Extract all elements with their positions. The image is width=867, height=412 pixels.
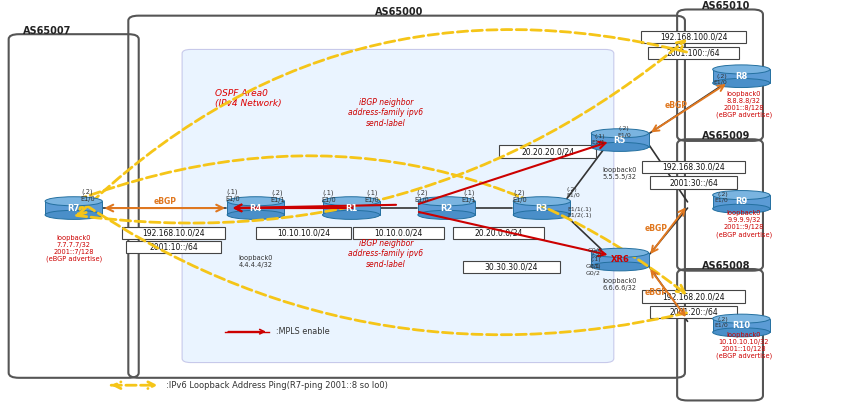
Text: (.1)
E1/0: (.1) E1/0 [321,190,336,203]
Text: 20.20.20.0/24: 20.20.20.0/24 [521,147,575,156]
Ellipse shape [591,129,649,138]
Text: R10: R10 [733,321,750,330]
Text: (.1)
E1/0: (.1) E1/0 [225,189,240,202]
Text: R7: R7 [68,204,80,213]
Text: AS65000: AS65000 [375,7,423,17]
Ellipse shape [418,210,475,220]
Text: (.2)
E1/0: (.2) E1/0 [617,126,631,137]
Ellipse shape [227,197,284,206]
Text: AS65007: AS65007 [23,26,71,36]
Text: 2001:10::/64: 2001:10::/64 [149,243,198,252]
Text: R8: R8 [735,72,747,81]
Text: E1/2(.1): E1/2(.1) [567,213,591,218]
Text: E1/1(.1): E1/1(.1) [567,207,591,212]
Bar [642,290,745,303]
Text: AS65010: AS65010 [701,1,750,11]
Bar [323,201,380,215]
Text: XR6: XR6 [610,255,629,264]
Bar [463,261,560,273]
Ellipse shape [45,197,102,206]
Bar [122,227,225,239]
Text: (.1)
E1/0: (.1) E1/0 [364,190,380,203]
Bar [650,176,737,189]
Bar [649,47,740,59]
Text: (.2)
E1/0: (.2) E1/0 [714,317,728,328]
Bar [591,133,649,147]
Ellipse shape [713,314,770,323]
Text: AS65008: AS65008 [701,261,750,271]
Text: loopback0
8.8.8.8/32
2001::8/128
(eBGP advertise): loopback0 8.8.8.8/32 2001::8/128 (eBGP a… [716,91,772,118]
Ellipse shape [713,65,770,74]
Text: 192.168.100.0/24: 192.168.100.0/24 [660,33,727,42]
FancyBboxPatch shape [182,49,614,363]
Bar [126,241,221,253]
Text: eBGP: eBGP [644,224,668,233]
Bar [453,227,544,239]
Bar [642,161,745,173]
Bar [354,227,445,239]
Text: loopback0
5.5.5.5/32: loopback0 5.5.5.5/32 [603,167,637,180]
Text: loopback0
7.7.7.7/32
2001::7/128
(eBGP advertise): loopback0 7.7.7.7/32 2001::7/128 (eBGP a… [46,235,101,262]
Text: (.2)
E1/0: (.2) E1/0 [414,190,430,203]
Bar [641,31,746,43]
Text: iBGP neighbor
address-family ipv6
send-label: iBGP neighbor address-family ipv6 send-l… [349,98,423,128]
Text: eBGP: eBGP [644,288,668,297]
Ellipse shape [323,197,380,206]
Ellipse shape [227,210,284,220]
Text: R1: R1 [345,204,357,213]
Ellipse shape [713,190,770,200]
Bar [650,306,737,318]
Ellipse shape [713,204,770,213]
Bar [713,319,770,332]
Text: (.2)
E1/0: (.2) E1/0 [714,192,728,203]
Text: 192.168.10.0/24: 192.168.10.0/24 [142,228,205,237]
Text: 30.30.30.0/24: 30.30.30.0/24 [485,262,538,272]
Text: R2: R2 [440,204,453,213]
Text: 20.20.0.0/24: 20.20.0.0/24 [474,228,523,237]
Text: loopback0
9.9.9.9/32
2001::9/128
(eBGP advertise): loopback0 9.9.9.9/32 2001::9/128 (eBGP a… [716,210,772,238]
Ellipse shape [513,210,570,220]
Text: (.2)
E1/0: (.2) E1/0 [714,74,727,85]
Text: loopback0
10.10.10.10/32
2001::10/128
(eBGP advertise): loopback0 10.10.10.10/32 2001::10/128 (e… [716,332,772,359]
Ellipse shape [713,328,770,337]
Text: (.2)
E1/0: (.2) E1/0 [80,189,95,202]
Text: 2001:20::/64: 2001:20::/64 [669,308,718,317]
Text: 192.168.20.0/24: 192.168.20.0/24 [662,292,725,301]
Bar [591,253,649,267]
Text: :MPLS enable: :MPLS enable [276,327,329,336]
Text: (.1)
G0/1: (.1) G0/1 [586,258,601,268]
Text: (.2)
E1/0: (.2) E1/0 [512,190,527,203]
Bar [713,195,770,209]
Ellipse shape [323,210,380,220]
Bar [227,201,284,215]
Ellipse shape [513,197,570,206]
Text: (.1)
E1/1: (.1) E1/1 [462,190,476,203]
Text: R9: R9 [735,197,747,206]
Ellipse shape [591,143,649,152]
Ellipse shape [45,210,102,220]
Ellipse shape [418,197,475,206]
Text: R4: R4 [250,204,262,213]
Text: 192.168.30.0/24: 192.168.30.0/24 [662,162,725,171]
Text: AS65009: AS65009 [701,131,750,141]
Text: R3: R3 [536,204,548,213]
Text: iBGP neighbor
address-family ipv6
send-label: iBGP neighbor address-family ipv6 send-l… [349,239,423,269]
Bar [45,201,102,215]
Bar [418,201,475,215]
Text: R5: R5 [614,136,626,145]
Bar [256,227,351,239]
Text: 2001:30::/64: 2001:30::/64 [669,178,718,187]
Bar [713,70,770,83]
Text: OSPF Area0
(IPv4 Network): OSPF Area0 (IPv4 Network) [215,89,282,108]
Text: 10.10.10.0/24: 10.10.10.0/24 [277,228,330,237]
Text: (.1)
G0/2: (.1) G0/2 [586,265,601,275]
Text: (.2)
E1/1: (.2) E1/1 [271,190,284,203]
Text: 10.10.0.0/24: 10.10.0.0/24 [375,228,423,237]
Text: G0/0
(.2): G0/0 (.2) [588,247,603,258]
Bar [513,201,570,215]
Text: eBGP: eBGP [664,101,688,110]
Ellipse shape [713,79,770,88]
Ellipse shape [591,248,649,257]
Bar [499,145,596,158]
Text: 2001:100::/64: 2001:100::/64 [667,48,720,57]
